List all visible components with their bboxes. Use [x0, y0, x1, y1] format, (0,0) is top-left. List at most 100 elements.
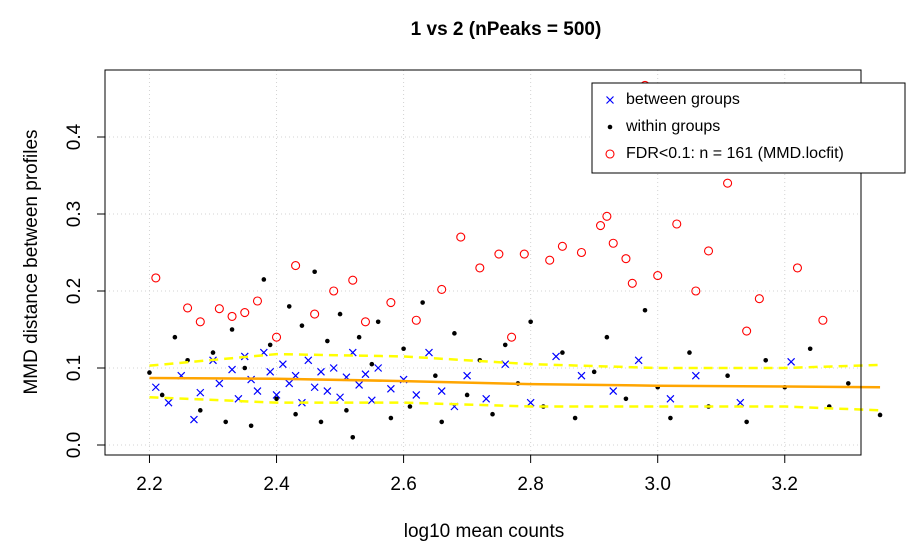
circle-marker — [605, 149, 615, 159]
x-marker — [634, 356, 643, 365]
circle-marker — [214, 304, 224, 314]
x-marker — [266, 367, 275, 376]
dot-marker — [312, 269, 317, 275]
x-stroke — [609, 387, 618, 396]
y-axis-label: MMD distance between profiles — [21, 129, 42, 394]
circle-marker — [386, 297, 396, 308]
circle-marker — [227, 311, 237, 321]
chart-title: 1 vs 2 (nPeaks = 500) — [411, 19, 602, 40]
x-marker — [437, 387, 446, 396]
dot-marker — [452, 331, 457, 336]
dot-marker — [356, 334, 362, 340]
legend: between groups within groups FDR<0.1: n = … — [591, 82, 906, 174]
x-marker — [577, 371, 586, 380]
x-marker — [317, 367, 325, 376]
x-stroke — [552, 352, 560, 361]
dot-marker — [172, 334, 178, 340]
x-marker — [164, 398, 173, 407]
x-marker — [501, 360, 510, 369]
y-tick-label: 0.1 — [64, 355, 85, 381]
circle-marker — [703, 246, 714, 256]
dot-marker — [293, 411, 298, 417]
x-stroke — [374, 364, 383, 372]
x-stroke — [317, 367, 325, 376]
dot-marker — [560, 350, 565, 355]
dot-marker — [286, 304, 292, 309]
dot-marker — [229, 327, 235, 332]
dot-marker — [223, 419, 229, 425]
x-stroke — [329, 364, 338, 372]
x-marker — [228, 365, 236, 374]
x-stroke — [164, 398, 173, 407]
dot-marker — [197, 408, 203, 413]
x-marker — [609, 387, 618, 396]
circle-marker — [595, 220, 606, 231]
x-tick-label: 2.8 — [517, 474, 543, 495]
circle-marker — [240, 307, 250, 318]
x-marker — [691, 371, 700, 380]
x-stroke — [272, 391, 281, 399]
y-tick-label: 0.2 — [64, 278, 85, 304]
dot-marker — [261, 277, 267, 282]
dot-marker — [763, 357, 769, 363]
x-marker — [374, 364, 383, 372]
x-marker — [526, 398, 535, 407]
x-marker — [412, 391, 421, 399]
dot-marker — [337, 311, 343, 317]
x-marker — [190, 415, 198, 424]
x-stroke — [736, 398, 745, 407]
x-marker — [552, 352, 560, 361]
x-marker — [361, 370, 370, 379]
legend-label: between groups — [626, 91, 740, 108]
circle-marker — [183, 303, 193, 313]
dot-marker — [375, 319, 381, 325]
x-stroke — [253, 387, 262, 396]
x-marker — [285, 379, 294, 388]
circle-marker — [691, 286, 701, 296]
dot-marker — [318, 419, 324, 425]
circle-marker — [271, 332, 282, 342]
legend-label: within groups — [625, 118, 720, 135]
x-stroke — [666, 394, 675, 403]
dot-marker — [274, 396, 279, 402]
x-marker — [278, 360, 287, 369]
x-stroke — [151, 383, 160, 392]
dot-marker — [407, 404, 413, 409]
circle-marker — [621, 254, 631, 264]
dot-marker — [725, 373, 730, 378]
dot-marker — [528, 319, 533, 325]
dot-marker — [242, 365, 248, 371]
x-stroke — [336, 393, 344, 402]
x-stroke — [787, 357, 796, 366]
dot-marker — [267, 342, 273, 348]
x-marker — [606, 96, 614, 104]
x-marker — [355, 381, 364, 389]
dot-marker — [807, 346, 813, 352]
legend-label: FDR<0.1: n = 161 (MMD.locfit) — [626, 145, 844, 162]
dot-marker — [642, 307, 648, 313]
dot-marker — [687, 350, 692, 355]
x-stroke — [501, 360, 510, 369]
x-marker — [329, 364, 338, 372]
dot-marker — [464, 392, 470, 398]
circle-marker — [557, 241, 567, 251]
circle-marker — [475, 263, 485, 273]
dot-marker — [744, 419, 749, 425]
dot-marker — [433, 373, 438, 378]
dot-marker — [877, 412, 883, 418]
x-stroke — [190, 415, 198, 424]
dot-marker — [369, 361, 375, 367]
x-marker — [367, 396, 376, 405]
plot-frame — [104, 69, 862, 456]
circle-marker — [818, 315, 828, 325]
x-stroke — [367, 396, 376, 405]
circle-marker — [792, 263, 803, 273]
circle-marker — [507, 332, 517, 342]
x-stroke — [386, 384, 395, 393]
fit-line — [149, 376, 881, 389]
x-marker — [272, 391, 281, 399]
dot-marker — [325, 338, 330, 344]
circle-marker — [437, 284, 447, 295]
x-stroke — [634, 356, 643, 365]
x-stroke — [463, 371, 472, 380]
